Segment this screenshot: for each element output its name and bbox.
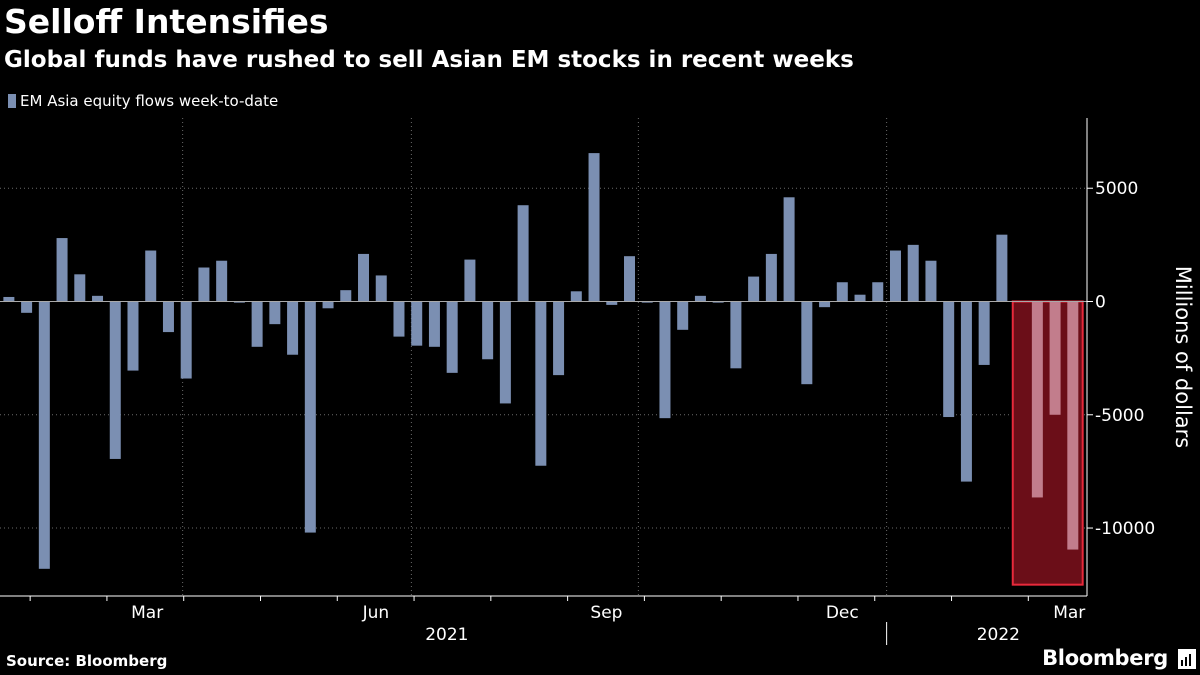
bar [783,197,795,302]
bar [570,291,582,302]
bar [358,253,370,302]
bar [907,244,919,302]
bar [819,301,831,308]
bar [1031,301,1043,498]
x-tick-label: Dec [826,603,859,623]
bar [482,301,494,360]
bar [109,301,121,459]
y-tick-label: 5000 [1095,179,1138,199]
bar [1049,301,1061,415]
bar [978,301,990,365]
x-tick-label: Sep [590,603,622,623]
bar [180,301,192,379]
y-tick-label: -10000 [1095,519,1155,539]
bar [21,301,33,313]
bar [836,282,848,302]
bar [943,301,955,418]
bar [92,295,104,302]
chart-legend: EM Asia equity flows week-to-date [8,91,278,111]
bar [38,301,50,569]
year-label: 2022 [977,625,1020,645]
bar [677,301,689,330]
bar [694,295,706,302]
bloomberg-logo: Bloomberg [1042,646,1168,670]
bar [748,276,760,302]
bar [411,301,423,346]
year-label: 2021 [425,625,468,645]
bar [322,301,334,309]
x-tick-label: Mar [1053,603,1085,623]
bar [162,301,174,333]
bar [127,301,139,371]
bar [854,294,866,302]
bar [375,275,387,302]
bar [428,301,440,347]
x-tick-label: Mar [131,603,163,623]
bar [624,256,635,302]
bar [233,301,245,303]
source-label: Source: Bloomberg [6,652,168,670]
chart-title: Selloff Intensifies [4,2,329,41]
bar [216,260,228,302]
bar [446,301,458,373]
bar [659,301,671,419]
bar [889,250,901,302]
bar [499,301,511,404]
bar [996,234,1008,302]
legend-swatch [8,94,16,108]
bloomberg-bars-icon [1178,649,1196,669]
legend-label: EM Asia equity flows week-to-date [20,92,279,110]
bar [251,301,263,347]
bar [393,301,405,337]
bar [553,301,565,376]
y-tick-label: -5000 [1095,406,1144,426]
bar [56,238,68,302]
bar [304,301,316,533]
bar [730,301,742,369]
bar [765,253,777,302]
y-axis-title: Millions of dollars [1171,266,1195,448]
bar [340,290,352,302]
bar [925,260,937,302]
bar [198,267,210,302]
y-tick-label: 0 [1095,292,1106,312]
bar [269,301,281,325]
bar [960,301,972,482]
bar [1067,301,1079,550]
bar [801,301,813,385]
bar [606,301,618,305]
bar [517,205,529,302]
bar [588,153,600,302]
bar [287,301,299,355]
bar [464,259,476,302]
bar [74,274,86,302]
bar [145,250,157,302]
bar [3,296,15,302]
bar [535,301,547,466]
bar [641,301,653,303]
chart-subtitle: Global funds have rushed to sell Asian E… [4,47,854,73]
bar [712,301,724,303]
x-tick-label: Jun [362,603,390,623]
bar [872,282,884,302]
